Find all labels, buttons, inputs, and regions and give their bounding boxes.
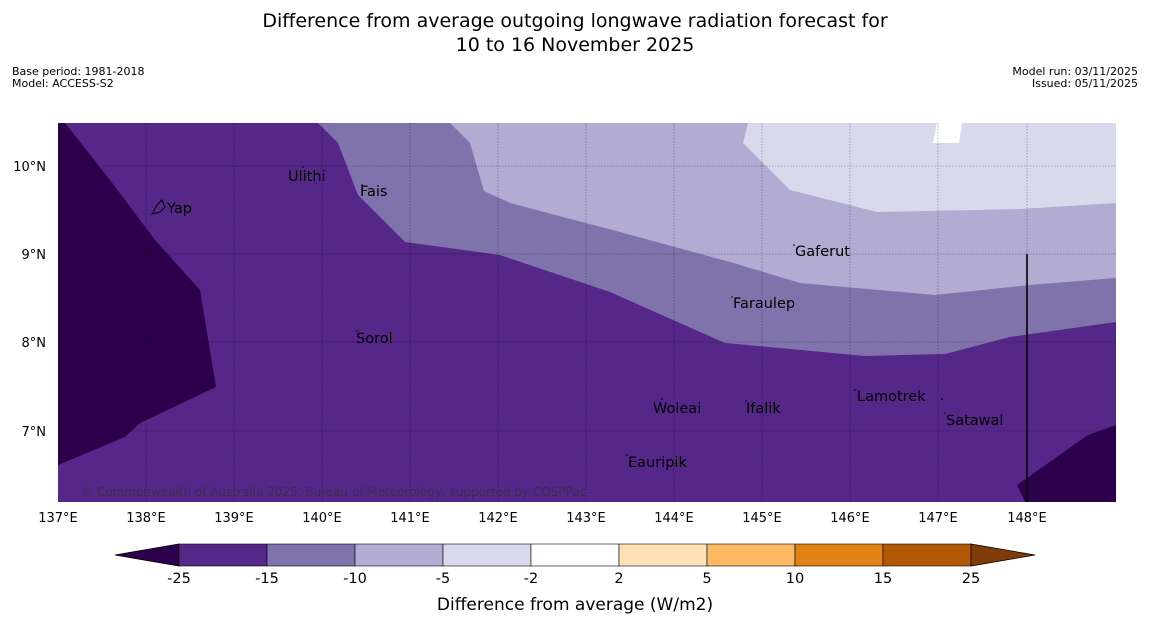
place-sorol: Sorol <box>356 331 393 347</box>
dot-woleai <box>661 398 663 400</box>
lat-axis: 10°N 9°N 8°N 7°N <box>13 160 46 440</box>
colorbar-swatch <box>618 543 708 567</box>
region-low-west <box>58 123 216 465</box>
place-faraulep: Faraulep <box>733 296 795 312</box>
colorbar-tick: -10 <box>343 571 367 587</box>
dot-west-fayu <box>941 398 943 400</box>
dot-eauripik <box>626 454 628 456</box>
model-run: Model run: 03/11/2025 <box>1012 65 1138 78</box>
model-name: Model: ACCESS-S2 <box>12 77 114 90</box>
place-satawal: Satawal <box>946 413 1003 429</box>
colorbar <box>114 543 1036 567</box>
dot-fais <box>361 184 363 186</box>
title-line-2: 10 to 16 November 2025 <box>455 34 695 56</box>
colorbar-tick: -5 <box>436 571 450 587</box>
colorbar-extend-high <box>970 543 1036 567</box>
dot-lamotrek <box>854 389 856 391</box>
lon-axis: 137°E 138°E 139°E 140°E 141°E 142°E 143°… <box>38 511 1047 526</box>
colorbar-tick: -15 <box>255 571 279 587</box>
colorbar-tick: -25 <box>167 571 191 587</box>
lon-tick: 148°E <box>1007 511 1047 526</box>
colorbar-tick: 5 <box>702 571 711 587</box>
map-area: Ulithi Fais Yap Gaferut Faraulep Sorol L… <box>58 123 1116 502</box>
band-min5-min2 <box>743 123 1116 212</box>
colorbar-swatch <box>530 543 620 567</box>
copyright-notice: © Commonwealth of Australia 2025, Bureau… <box>81 485 586 499</box>
colorbar-swatch <box>706 543 796 567</box>
lon-tick: 143°E <box>566 511 606 526</box>
lat-tick: 10°N <box>13 160 46 175</box>
lon-tick: 139°E <box>214 511 254 526</box>
colorbar-extend-low <box>114 543 180 567</box>
colorbar-tick: 2 <box>614 571 623 587</box>
colorbar-swatch <box>882 543 972 567</box>
lon-tick: 138°E <box>126 511 166 526</box>
colorbar-swatch <box>442 543 532 567</box>
colorbar-tick: 10 <box>786 571 804 587</box>
lon-tick: 147°E <box>918 511 958 526</box>
place-labels: Ulithi Fais Yap Gaferut Faraulep Sorol L… <box>166 169 1003 471</box>
dot-satawal <box>944 412 946 414</box>
place-lamotrek: Lamotrek <box>857 389 926 405</box>
colorbar-swatch <box>354 543 444 567</box>
band-min2-2 <box>933 123 962 143</box>
colorbar-swatch <box>794 543 884 567</box>
lat-tick: 7°N <box>22 425 47 440</box>
colorbar-ticks: -25 -15 -10 -5 -2 2 5 10 15 25 <box>167 571 980 587</box>
yap-island-outline <box>151 199 166 215</box>
issued-date: Issued: 05/11/2025 <box>1031 77 1138 90</box>
place-fais: Fais <box>360 184 387 200</box>
place-eauripik: Eauripik <box>628 455 687 471</box>
dot-sorol <box>356 330 358 332</box>
lon-tick: 146°E <box>830 511 870 526</box>
lat-tick: 8°N <box>22 336 47 351</box>
region-low-east <box>1017 425 1116 502</box>
colorbar-tick: -2 <box>524 571 538 587</box>
base-period: Base period: 1981-2018 <box>12 65 145 78</box>
colorbar-tick: 25 <box>962 571 980 587</box>
title-line-1: Difference from average outgoing longwav… <box>262 10 888 32</box>
dot-ulithi <box>302 166 304 168</box>
place-gaferut: Gaferut <box>795 244 850 260</box>
colorbar-swatch <box>178 543 268 567</box>
meta-right: Model run: 03/11/2025 Issued: 05/11/2025 <box>1012 66 1138 90</box>
lat-tick: 9°N <box>22 248 47 263</box>
colorbar-tick: 15 <box>874 571 892 587</box>
place-ifalik: Ifalik <box>746 401 781 417</box>
graticule <box>58 123 1116 502</box>
lon-tick: 142°E <box>478 511 518 526</box>
colorbar-swatch <box>266 543 356 567</box>
lon-tick: 144°E <box>654 511 694 526</box>
place-yap: Yap <box>166 201 192 217</box>
lon-tick: 145°E <box>742 511 782 526</box>
place-ulithi: Ulithi <box>288 169 326 185</box>
colorbar-label: Difference from average (W/m2) <box>437 595 713 615</box>
lon-tick: 137°E <box>38 511 78 526</box>
lon-tick: 140°E <box>302 511 342 526</box>
place-woleai: Woleai <box>653 401 701 417</box>
lon-tick: 141°E <box>390 511 430 526</box>
dot-gaferut <box>793 244 795 246</box>
meta-left: Base period: 1981-2018 Model: ACCESS-S2 <box>12 66 144 90</box>
dot-faraulep <box>731 296 733 298</box>
dot-ifalik <box>745 400 747 402</box>
